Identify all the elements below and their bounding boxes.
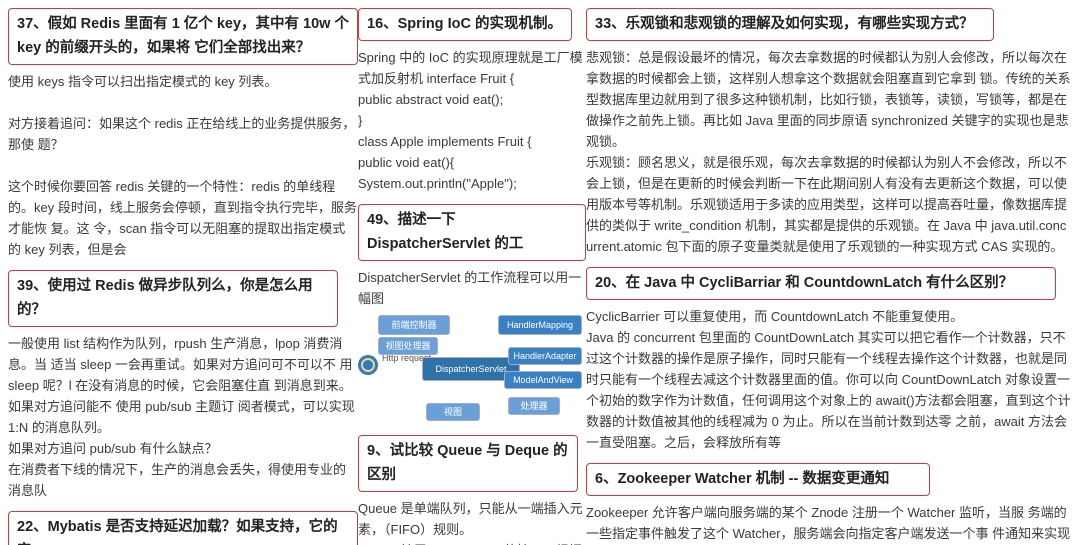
diagram-box: 前端控制器 <box>378 315 450 335</box>
column-3: 33、乐观锁和悲观锁的理解及如何实现，有哪些实现方式？ 悲观锁：总是假设最坏的情… <box>586 0 1072 545</box>
dispatcher-diagram: Http request 前端控制器HandlerMappingDispatch… <box>358 315 580 425</box>
question-49: 49、描述一下 DispatcherServlet 的工 DispatcherS… <box>358 204 586 425</box>
question-39-title: 39、使用过 Redis 做异步队列么，你是怎么用的？ <box>8 270 338 327</box>
question-9-body: Queue 是单端队列，只能从一端插入元素，（FIFO）规则。 Queue 扩展… <box>358 498 586 545</box>
question-20: 20、在 Java 中 CycliBarriar 和 CountdownLatc… <box>586 267 1072 453</box>
question-20-body: CyclicBarrier 可以重复使用，而 CountdownLatch 不能… <box>586 306 1072 453</box>
diagram-box: ModelAndView <box>504 371 582 389</box>
question-9: 9、试比较 Queue 与 Deque 的区别 Queue 是单端队列，只能从一… <box>358 435 586 545</box>
diagram-box: 视图 <box>426 403 480 421</box>
question-16-title: 16、Spring IoC 的实现机制。 <box>358 8 572 41</box>
question-39: 39、使用过 Redis 做异步队列么，你是怎么用的？ 一般使用 list 结构… <box>8 270 358 501</box>
column-2: 16、Spring IoC 的实现机制。 Spring 中的 IoC 的实现原理… <box>358 0 586 545</box>
page: 37、假如 Redis 里面有 1 亿个 key，其中有 10w 个 key 的… <box>0 0 1080 545</box>
question-6-body: Zookeeper 允许客户端向服务端的某个 Znode 注册一个 Watche… <box>586 502 1072 545</box>
question-49-body: DispatcherServlet 的工作流程可以用一幅图 <box>358 267 586 309</box>
question-20-title: 20、在 Java 中 CycliBarriar 和 CountdownLatc… <box>586 267 1056 300</box>
question-37-body: 使用 keys 指令可以扫出指定模式的 key 列表。 对方接着追问：如果这个 … <box>8 71 358 260</box>
question-33-title: 33、乐观锁和悲观锁的理解及如何实现，有哪些实现方式？ <box>586 8 994 41</box>
diagram-box: 视图处理器 <box>378 337 438 355</box>
question-6: 6、Zookeeper Watcher 机制 -- 数据变更通知 Zookeep… <box>586 463 1072 545</box>
question-33-body: 悲观锁：总是假设最坏的情况，每次去拿数据的时候都认为别人会修改，所以每次在拿数据… <box>586 47 1072 257</box>
question-37: 37、假如 Redis 里面有 1 亿个 key，其中有 10w 个 key 的… <box>8 8 358 260</box>
diagram-box: HandlerMapping <box>498 315 582 335</box>
question-37-title: 37、假如 Redis 里面有 1 亿个 key，其中有 10w 个 key 的… <box>8 8 358 65</box>
diagram-box: HandlerAdapter <box>508 347 582 365</box>
ie-icon <box>358 355 378 375</box>
question-16: 16、Spring IoC 的实现机制。 Spring 中的 IoC 的实现原理… <box>358 8 586 194</box>
question-16-body: Spring 中的 IoC 的实现原理就是工厂模式加反射机 interface … <box>358 47 586 194</box>
question-22-title: 22、Mybatis 是否支持延迟加载？如果支持，它的实 <box>8 511 358 545</box>
question-22: 22、Mybatis 是否支持延迟加载？如果支持，它的实 答：Mybatis 仅… <box>8 511 358 545</box>
diagram-box: 处理器 <box>508 397 560 415</box>
question-6-title: 6、Zookeeper Watcher 机制 -- 数据变更通知 <box>586 463 930 496</box>
question-49-title: 49、描述一下 DispatcherServlet 的工 <box>358 204 586 261</box>
question-39-body: 一般使用 list 结构作为队列，rpush 生产消息，lpop 消费消息。当 … <box>8 333 358 501</box>
question-33: 33、乐观锁和悲观锁的理解及如何实现，有哪些实现方式？ 悲观锁：总是假设最坏的情… <box>586 8 1072 257</box>
column-1: 37、假如 Redis 里面有 1 亿个 key，其中有 10w 个 key 的… <box>8 0 358 545</box>
question-9-title: 9、试比较 Queue 与 Deque 的区别 <box>358 435 578 492</box>
